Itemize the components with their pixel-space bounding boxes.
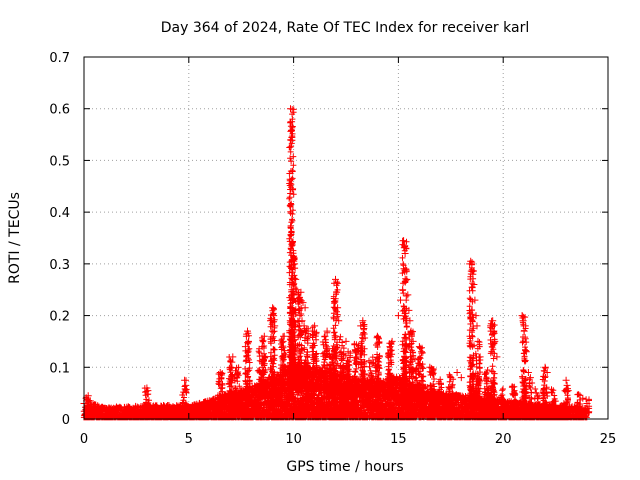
x-tick-label: 10 (285, 432, 302, 447)
y-tick-label: 0.4 (49, 206, 70, 221)
y-tick-label: 0.1 (49, 361, 70, 376)
y-tick-label: 0.3 (49, 258, 70, 273)
y-tick-label: 0.2 (49, 310, 70, 325)
y-tick-label: 0.6 (49, 103, 70, 118)
y-tick-label: 0 (62, 413, 70, 428)
plot-frame (83, 56, 609, 420)
x-tick-label: 20 (495, 432, 512, 447)
x-tick-label: 5 (185, 432, 193, 447)
axis-ticks: 0 5 10 15 20 25 0 0.1 0.2 0.3 0.4 0.5 0.6 0.7 (49, 51, 616, 447)
x-tick-label: 0 (80, 432, 88, 447)
x-tick-label: 25 (600, 432, 617, 447)
chart-title: Day 364 of 2024, Rate Of TEC Index for r… (161, 20, 529, 36)
y-axis-label: ROTI / TECUs (7, 192, 23, 284)
x-tick-label: 15 (390, 432, 407, 447)
y-tick-label: 0.5 (49, 154, 70, 169)
y-tick-label: 0.7 (49, 51, 70, 66)
x-axis-label: GPS time / hours (286, 459, 403, 475)
